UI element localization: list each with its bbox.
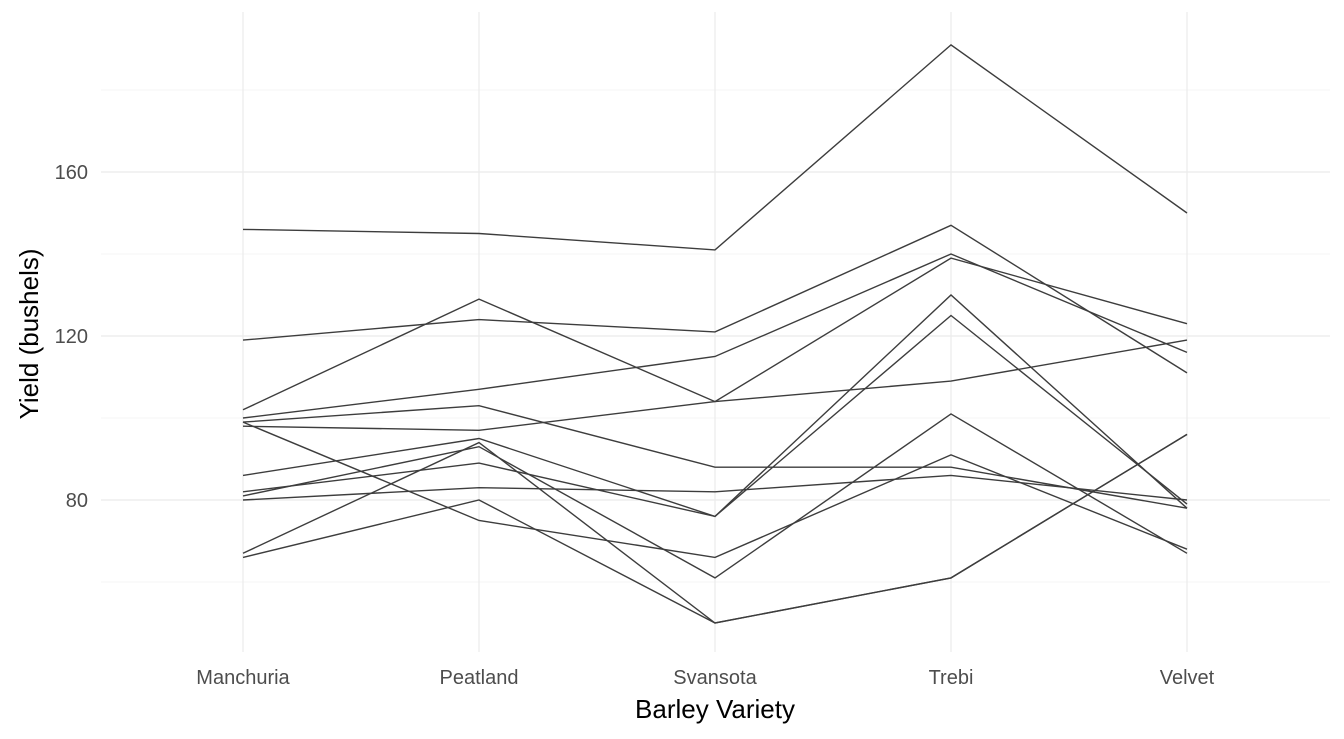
x-axis-title: Barley Variety: [635, 694, 795, 724]
series-line-6: [242, 404, 1188, 509]
series-line-4: [242, 253, 1188, 419]
x-tick-label: Trebi: [929, 667, 974, 689]
series-line-9: [242, 474, 1188, 501]
series-line-2: [242, 224, 1188, 374]
y-tick-label: 160: [55, 162, 88, 184]
series-lines: [242, 44, 1188, 624]
x-tick-label: Svansota: [673, 667, 757, 689]
series-line-10: [242, 421, 1188, 559]
series-line-8: [242, 314, 1188, 518]
series-line-5: [242, 339, 1188, 432]
series-line-13: [242, 433, 1188, 624]
y-axis-title: Yield (bushels): [14, 248, 44, 419]
y-axis-ticks: 80 120 160: [55, 162, 88, 512]
y-tick-label: 120: [55, 326, 88, 348]
x-axis-ticks: Manchuria Peatland Svansota Trebi Velvet: [196, 667, 1214, 689]
series-line-11: [242, 413, 1188, 579]
y-tick-label: 80: [66, 490, 88, 512]
x-tick-label: Peatland: [440, 667, 519, 689]
x-tick-label: Velvet: [1160, 667, 1215, 689]
series-line-1: [242, 44, 1188, 251]
x-tick-label: Manchuria: [196, 667, 290, 689]
